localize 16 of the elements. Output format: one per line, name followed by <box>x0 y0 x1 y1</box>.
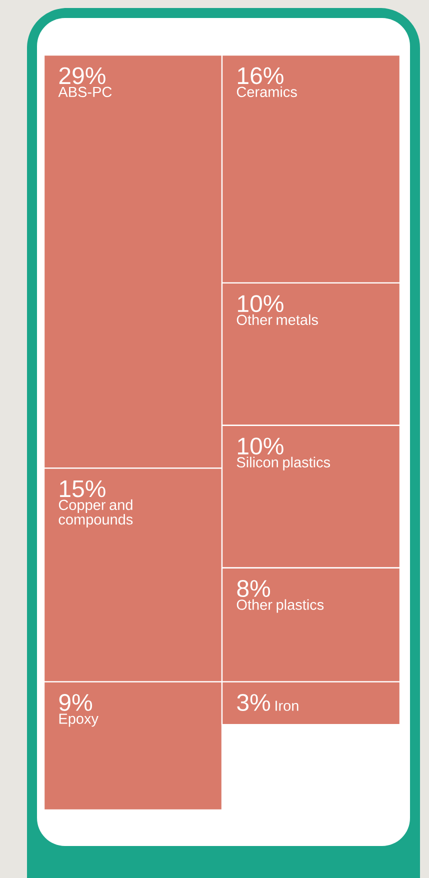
data-label: 16% <box>238 67 284 84</box>
data-label: 9% <box>59 694 92 711</box>
data-label: 10% <box>238 438 284 455</box>
data-label: 29% <box>59 67 106 84</box>
data-label: 3% <box>237 694 270 711</box>
data-label: 15% <box>60 480 106 498</box>
category-label: Iron <box>276 700 298 711</box>
category-label: Silicon plastics <box>236 456 330 470</box>
category-label: Ceramics <box>236 86 297 98</box>
data-label: 8% <box>237 580 270 598</box>
category-label: Other plastics <box>236 599 324 613</box>
data-label: 10% <box>238 295 284 312</box>
category-label: Copper and compounds <box>58 499 133 528</box>
category-label: Other metals <box>236 314 318 325</box>
category-label: Epoxy <box>59 714 98 727</box>
category-label: ABS-PC <box>58 86 112 98</box>
